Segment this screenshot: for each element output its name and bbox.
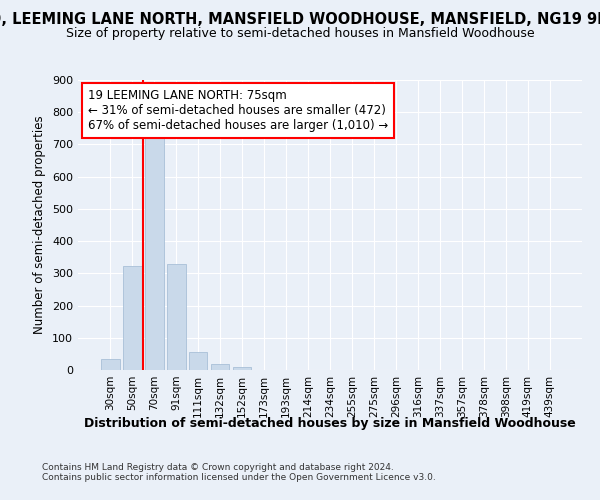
Bar <box>145 131 164 370</box>
Y-axis label: Number of semi-detached properties: Number of semi-detached properties <box>34 116 46 334</box>
Bar <box>233 367 251 370</box>
Text: Size of property relative to semi-detached houses in Mansfield Woodhouse: Size of property relative to semi-detach… <box>65 28 535 40</box>
Text: Distribution of semi-detached houses by size in Mansfield Woodhouse: Distribution of semi-detached houses by … <box>84 418 576 430</box>
Bar <box>167 264 185 370</box>
Bar <box>123 266 142 370</box>
Text: Contains HM Land Registry data © Crown copyright and database right 2024.
Contai: Contains HM Land Registry data © Crown c… <box>42 462 436 482</box>
Bar <box>101 360 119 370</box>
Text: 19 LEEMING LANE NORTH: 75sqm
← 31% of semi-detached houses are smaller (472)
67%: 19 LEEMING LANE NORTH: 75sqm ← 31% of se… <box>88 88 388 132</box>
Text: 19, LEEMING LANE NORTH, MANSFIELD WOODHOUSE, MANSFIELD, NG19 9HZ: 19, LEEMING LANE NORTH, MANSFIELD WOODHO… <box>0 12 600 28</box>
Bar <box>211 364 229 370</box>
Bar <box>189 352 208 370</box>
